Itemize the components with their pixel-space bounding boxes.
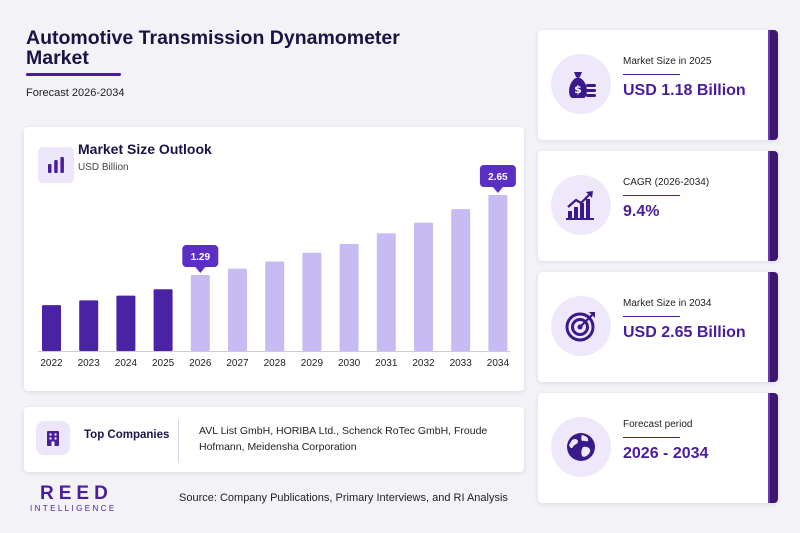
source-note: Source: Company Publications, Primary In… <box>179 492 508 504</box>
x-tick-label: 2022 <box>40 358 63 369</box>
x-tick-label: 2024 <box>115 358 138 369</box>
bar-2032 <box>414 222 433 351</box>
stat-value: USD 1.18 Billion <box>623 82 746 99</box>
title-underline <box>26 73 121 76</box>
x-tick-label: 2029 <box>301 358 324 369</box>
bar-2027 <box>228 268 247 351</box>
bar-chart-icon <box>38 147 74 183</box>
top-companies-label: Top Companies <box>84 429 170 441</box>
bar-2034 <box>488 195 508 351</box>
stat-value: 2026 - 2034 <box>623 445 709 462</box>
callout-pointer <box>195 267 206 274</box>
top-companies-list: AVL List GmbH, HORIBA Ltd., Schenck RoTe… <box>199 425 488 453</box>
bar-2029 <box>302 252 322 351</box>
growth-chart-icon <box>551 175 611 235</box>
bar-2031 <box>376 233 396 351</box>
page-title: Automotive Transmission Dynamometer Mark… <box>26 27 400 69</box>
x-tick-label: 2026 <box>189 358 212 369</box>
bar-2023 <box>79 300 99 351</box>
bar-2025 <box>153 289 173 351</box>
data-label: 2.65 <box>488 172 508 183</box>
x-tick-label: 2023 <box>78 358 101 369</box>
top-companies-card: Top Companies AVL List GmbH, HORIBA Ltd.… <box>24 407 524 472</box>
stat-value: USD 2.65 Billion <box>623 324 746 341</box>
x-tick-label: 2025 <box>152 358 175 369</box>
stat-card-market-size-2025: $ Market Size in 2025 USD 1.18 Billion <box>538 30 778 140</box>
stat-card-market-size-2034: Market Size in 2034 USD 2.65 Billion <box>538 272 778 382</box>
market-size-chart-card: Market Size Outlook USD Billion 2022 2023… <box>24 127 524 391</box>
x-tick-label: 2032 <box>412 358 435 369</box>
data-label: 1.29 <box>191 252 211 263</box>
stat-label: Market Size in 2034 <box>623 298 712 309</box>
callout-pointer <box>492 187 503 193</box>
money-bag-icon: $ <box>551 54 611 114</box>
stat-card-forecast-period: Forecast period 2026 - 2034 <box>538 393 778 503</box>
bar-2030 <box>339 243 359 351</box>
bar-2028 <box>265 261 285 351</box>
brand-logo-subtext: INTELLIGENCE <box>30 504 117 513</box>
x-tick-label: 2028 <box>264 358 287 369</box>
page-subtitle: Forecast 2026-2034 <box>26 87 125 99</box>
x-tick-label: 2030 <box>338 358 361 369</box>
x-tick-label: 2027 <box>226 358 249 369</box>
callout-box <box>479 165 516 187</box>
target-icon <box>551 296 611 356</box>
bar-2026 <box>190 275 210 351</box>
brand-logo: REED <box>40 483 113 504</box>
chart-unit: USD Billion <box>78 162 129 173</box>
stat-label: Market Size in 2025 <box>623 56 712 67</box>
stat-card-cagr: CAGR (2026-2034) 9.4% <box>538 151 778 261</box>
globe-icon <box>551 417 611 477</box>
stat-label: CAGR (2026-2034) <box>623 177 710 188</box>
companies-divider <box>178 419 179 463</box>
bar-2033 <box>451 209 471 351</box>
svg-text:$: $ <box>574 83 582 96</box>
building-icon <box>36 421 70 455</box>
bar-2024 <box>116 295 136 351</box>
x-tick-label: 2033 <box>450 358 473 369</box>
stat-value: 9.4% <box>623 203 660 220</box>
callout-box <box>182 245 219 268</box>
chart-title: Market Size Outlook <box>78 141 212 157</box>
x-tick-label: 2034 <box>487 358 510 369</box>
bar-chart: 2022 2023 2024 2025 2026 2027 2028 2029 2030 2031… <box>38 165 516 369</box>
stat-label: Forecast period <box>623 419 693 430</box>
bar-2022 <box>42 305 61 351</box>
x-tick-label: 2031 <box>375 358 398 369</box>
